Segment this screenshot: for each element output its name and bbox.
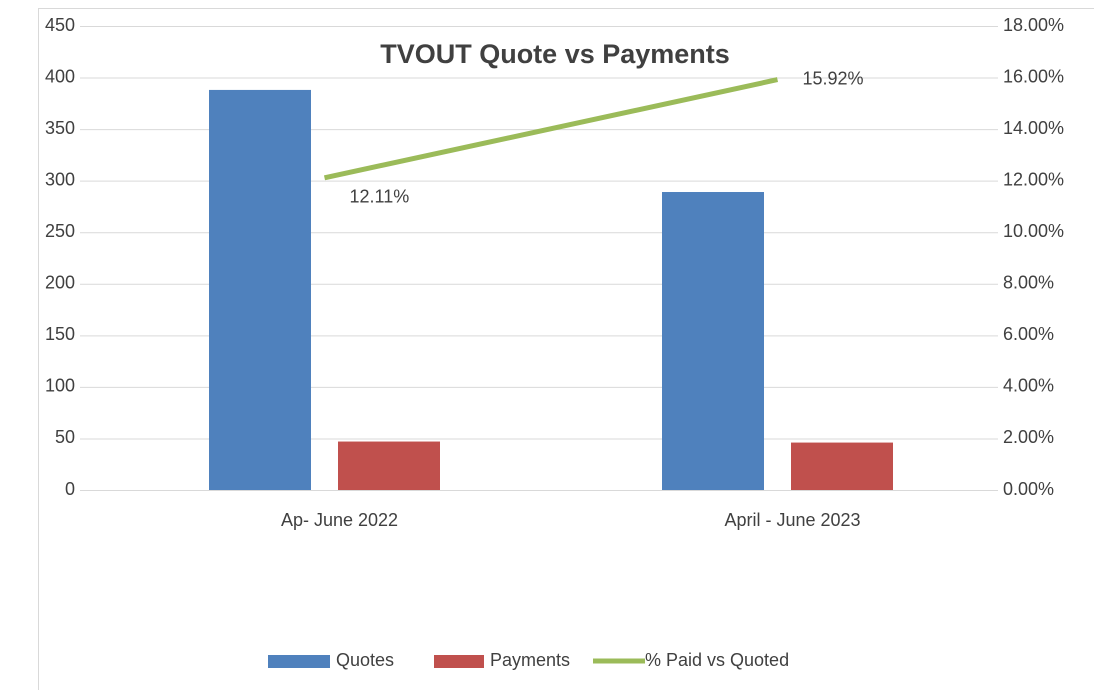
x-tick-label: April - June 2023 [724,510,860,530]
legend-swatch [268,655,330,668]
y-tick-label: 350 [45,118,75,138]
y2-tick-label: 14.00% [1003,118,1064,138]
y-tick-label: 400 [45,66,75,86]
y2-tick-label: 2.00% [1003,427,1054,447]
legend-label: % Paid vs Quoted [645,650,789,670]
line [323,77,779,181]
y2-tick-label: 6.00% [1003,324,1054,344]
y-tick-label: 100 [45,376,75,396]
legend-swatch [434,655,484,668]
y-tick-label: 0 [65,479,75,499]
y2-tick-label: 0.00% [1003,479,1054,499]
bar [662,192,764,490]
y-tick-label: 50 [55,427,75,447]
y-tick-label: 200 [45,273,75,293]
chart-frame [38,8,1094,690]
y2-tick-label: 4.00% [1003,376,1054,396]
y-tick-label: 300 [45,169,75,189]
legend-label: Quotes [336,650,394,670]
y-tick-label: 150 [45,324,75,344]
bar [338,441,440,490]
y2-tick-label: 10.00% [1003,221,1064,241]
x-tick-label: Ap- June 2022 [281,510,398,530]
chart-title: TVOUT Quote vs Payments [380,39,730,69]
legend-label: Payments [490,650,570,670]
y2-tick-label: 16.00% [1003,66,1064,86]
bar [791,442,893,490]
y-tick-label: 450 [45,15,75,35]
y-tick-label: 250 [45,221,75,241]
y2-tick-label: 8.00% [1003,273,1054,293]
data-label: 15.92% [803,68,864,88]
data-label: 12.11% [350,187,410,207]
y2-tick-label: 18.00% [1003,15,1064,35]
bar [209,89,311,490]
y2-tick-label: 12.00% [1003,169,1064,189]
